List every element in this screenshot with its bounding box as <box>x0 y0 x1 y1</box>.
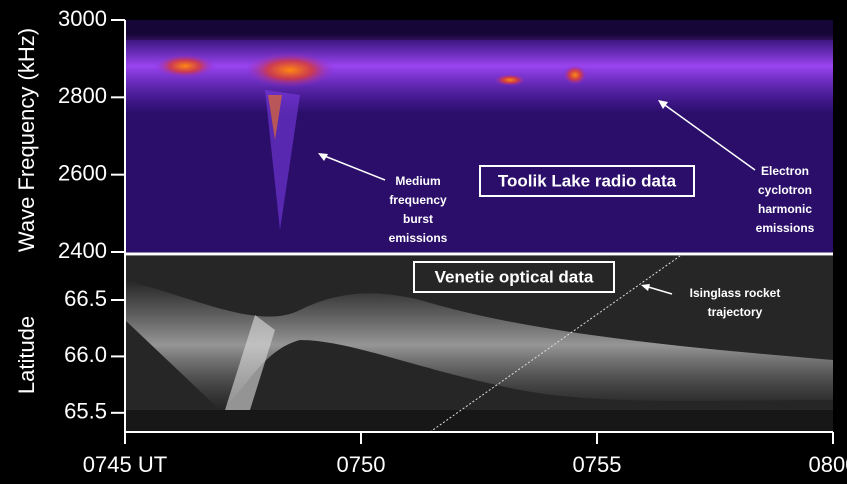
x-tick-label: 0755 <box>573 452 622 477</box>
annotation: burst <box>403 212 433 226</box>
y-tick-label: 2800 <box>58 83 107 108</box>
annotation: cyclotron <box>758 183 812 197</box>
keogram-bottom <box>125 410 833 432</box>
emission-hot <box>155 54 215 78</box>
emission-hot <box>245 52 335 88</box>
annotation: Isinglass rocket <box>690 286 781 300</box>
emission-band <box>125 34 833 114</box>
x-tick-label: 0800 <box>809 452 847 477</box>
x-tick-label: 0745 UT <box>83 452 167 477</box>
y-tick-label: 2400 <box>58 238 107 263</box>
annotation: emissions <box>756 221 815 235</box>
annotation: frequency <box>389 193 447 207</box>
y-tick-label: 3000 <box>58 6 107 31</box>
y-axis-title: Latitude <box>14 316 39 394</box>
annotation: Medium <box>395 174 440 188</box>
y-tick-label: 2600 <box>58 160 107 185</box>
figure: Toolik Lake radio data Venetie optical d… <box>0 0 847 479</box>
panel-label: Venetie optical data <box>435 267 594 286</box>
y-axis-title: Wave Frequency (kHz) <box>14 28 39 252</box>
y-tick-label: 66.5 <box>64 286 107 311</box>
annotation: trajectory <box>708 305 763 319</box>
annotation: Electron <box>761 164 809 178</box>
y-tick-label: 65.5 <box>64 399 107 424</box>
x-tick-label: 0750 <box>337 452 386 477</box>
emission-hot <box>494 74 526 86</box>
annotation: emissions <box>389 231 448 245</box>
panel-label: Toolik Lake radio data <box>498 171 677 190</box>
y-tick-label: 66.0 <box>64 342 107 367</box>
annotation: harmonic <box>758 202 812 216</box>
emission-hot <box>563 65 587 85</box>
